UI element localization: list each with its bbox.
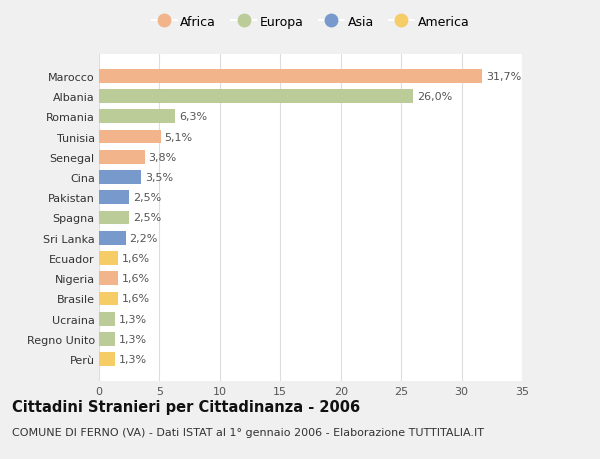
Text: 2,5%: 2,5%: [133, 193, 161, 203]
Bar: [99, 110, 175, 124]
Text: COMUNE DI FERNO (VA) - Dati ISTAT al 1° gennaio 2006 - Elaborazione TUTTITALIA.I: COMUNE DI FERNO (VA) - Dati ISTAT al 1° …: [12, 427, 484, 437]
Text: 26,0%: 26,0%: [417, 92, 452, 102]
Text: 2,5%: 2,5%: [133, 213, 161, 223]
Text: 3,8%: 3,8%: [149, 152, 177, 162]
Text: 3,5%: 3,5%: [145, 173, 173, 183]
Bar: [99, 231, 125, 245]
Text: 1,6%: 1,6%: [122, 253, 150, 263]
Bar: [99, 130, 161, 144]
Text: Cittadini Stranieri per Cittadinanza - 2006: Cittadini Stranieri per Cittadinanza - 2…: [12, 399, 360, 414]
Bar: [99, 211, 129, 225]
Text: 6,3%: 6,3%: [179, 112, 207, 122]
Bar: [99, 151, 145, 164]
Text: 5,1%: 5,1%: [164, 132, 193, 142]
Bar: [99, 272, 118, 285]
Bar: [99, 191, 129, 205]
Bar: [99, 171, 142, 185]
Text: 1,3%: 1,3%: [118, 314, 146, 324]
Text: 1,6%: 1,6%: [122, 274, 150, 284]
Bar: [99, 90, 413, 104]
Text: 1,6%: 1,6%: [122, 294, 150, 304]
Bar: [99, 292, 118, 306]
Bar: [99, 332, 115, 346]
Bar: [99, 312, 115, 326]
Bar: [99, 252, 118, 265]
Legend: Africa, Europa, Asia, America: Africa, Europa, Asia, America: [152, 16, 469, 28]
Bar: [99, 353, 115, 366]
Bar: [99, 70, 482, 84]
Text: 31,7%: 31,7%: [486, 72, 521, 82]
Text: 1,3%: 1,3%: [118, 354, 146, 364]
Text: 1,3%: 1,3%: [118, 334, 146, 344]
Text: 2,2%: 2,2%: [129, 233, 158, 243]
